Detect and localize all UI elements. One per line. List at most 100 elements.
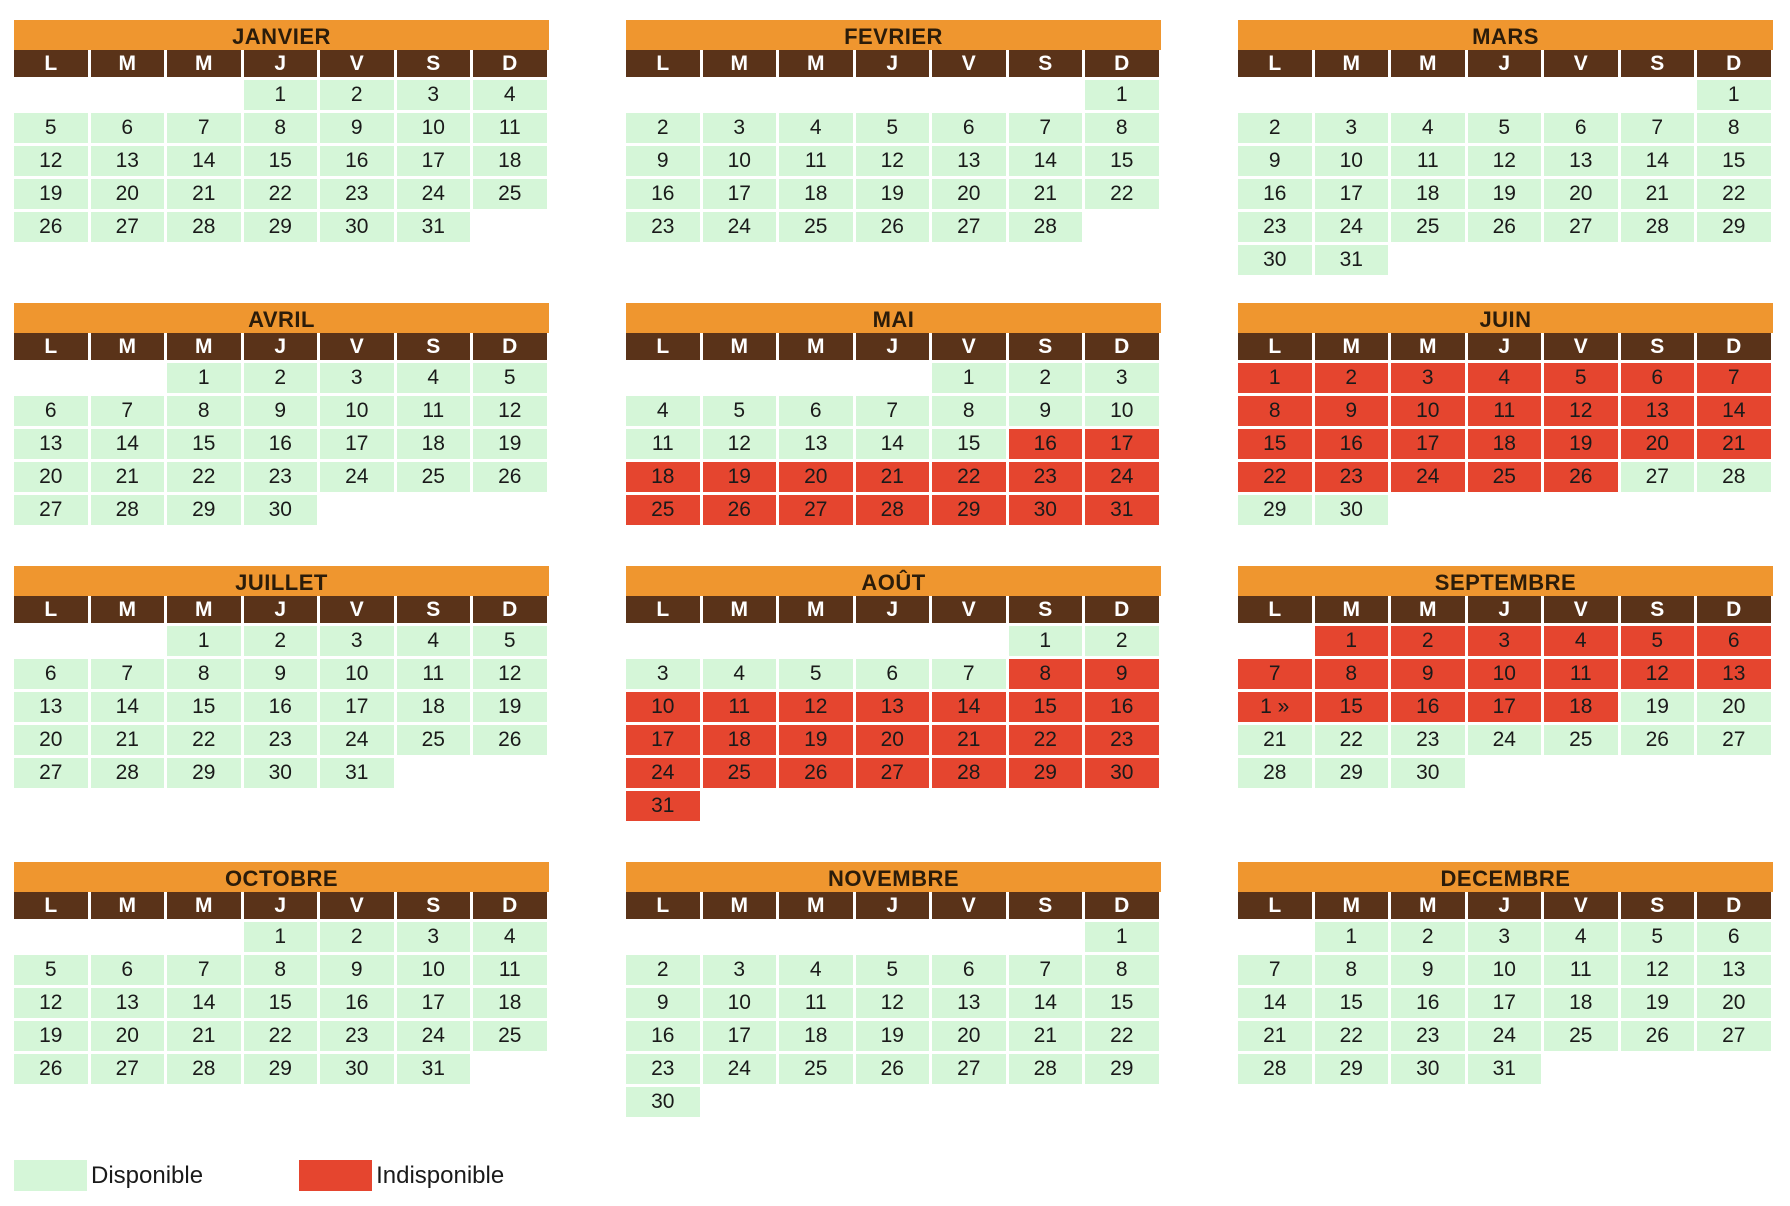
day-cell-available[interactable]: 6: [14, 659, 88, 689]
day-cell-available[interactable]: 13: [779, 429, 853, 459]
day-cell-unavailable[interactable]: 15: [1008, 692, 1082, 722]
day-cell-unavailable[interactable]: 19: [779, 725, 853, 755]
day-cell-available[interactable]: 27: [14, 495, 88, 525]
day-cell-available[interactable]: 30: [1238, 245, 1312, 275]
day-cell-available[interactable]: 25: [473, 1021, 547, 1051]
day-cell-available[interactable]: 2: [1391, 922, 1465, 952]
day-cell-available[interactable]: 24: [1467, 1021, 1541, 1051]
day-cell-available[interactable]: 13: [1544, 146, 1618, 176]
day-cell-unavailable[interactable]: 11: [1467, 396, 1541, 426]
day-cell-available[interactable]: 9: [626, 146, 700, 176]
day-cell-unavailable[interactable]: 21: [1697, 429, 1771, 459]
day-cell-available[interactable]: 8: [1085, 113, 1159, 143]
day-cell-available[interactable]: 7: [932, 659, 1006, 689]
day-cell-available[interactable]: 12: [473, 659, 547, 689]
day-cell-available[interactable]: 6: [779, 396, 853, 426]
day-cell-unavailable[interactable]: 27: [779, 495, 853, 525]
day-cell-available[interactable]: 18: [396, 692, 470, 722]
day-cell-available[interactable]: 29: [1085, 1054, 1159, 1084]
day-cell-available[interactable]: 25: [473, 179, 547, 209]
day-cell-unavailable[interactable]: 14: [932, 692, 1006, 722]
day-cell-unavailable[interactable]: 22: [1008, 725, 1082, 755]
day-cell-available[interactable]: 27: [932, 212, 1006, 242]
day-cell-unavailable[interactable]: 19: [702, 462, 776, 492]
day-cell-available[interactable]: 28: [1238, 758, 1312, 788]
day-cell-available[interactable]: 11: [626, 429, 700, 459]
day-cell-unavailable[interactable]: 14: [1697, 396, 1771, 426]
day-cell-available[interactable]: 2: [626, 113, 700, 143]
day-cell-available[interactable]: 29: [1238, 495, 1312, 525]
day-cell-unavailable[interactable]: 4: [1544, 626, 1618, 656]
day-cell-unavailable[interactable]: 17: [626, 725, 700, 755]
day-cell-available[interactable]: 26: [14, 212, 88, 242]
day-cell-available[interactable]: 10: [1467, 955, 1541, 985]
day-cell-available[interactable]: 11: [396, 659, 470, 689]
day-cell-available[interactable]: 2: [320, 80, 394, 110]
day-cell-available[interactable]: 28: [167, 1054, 241, 1084]
day-cell-available[interactable]: 17: [396, 988, 470, 1018]
day-cell-unavailable[interactable]: 13: [855, 692, 929, 722]
day-cell-unavailable[interactable]: 20: [779, 462, 853, 492]
day-cell-available[interactable]: 28: [90, 758, 164, 788]
day-cell-available[interactable]: 19: [855, 1021, 929, 1051]
day-cell-available[interactable]: 23: [320, 179, 394, 209]
day-cell-available[interactable]: 7: [167, 955, 241, 985]
day-cell-unavailable[interactable]: 27: [855, 758, 929, 788]
day-cell-available[interactable]: 12: [14, 146, 88, 176]
day-cell-available[interactable]: 12: [1467, 146, 1541, 176]
day-cell-available[interactable]: 6: [1544, 113, 1618, 143]
day-cell-available[interactable]: 25: [779, 212, 853, 242]
day-cell-available[interactable]: 2: [1238, 113, 1312, 143]
day-cell-available[interactable]: 4: [473, 922, 547, 952]
day-cell-available[interactable]: 23: [243, 725, 317, 755]
day-cell-available[interactable]: 8: [1085, 955, 1159, 985]
day-cell-available[interactable]: 26: [14, 1054, 88, 1084]
day-cell-unavailable[interactable]: 16: [1391, 692, 1465, 722]
day-cell-available[interactable]: 6: [90, 113, 164, 143]
day-cell-available[interactable]: 5: [14, 955, 88, 985]
day-cell-available[interactable]: 20: [932, 1021, 1006, 1051]
day-cell-unavailable[interactable]: 17: [1085, 429, 1159, 459]
day-cell-unavailable[interactable]: 25: [626, 495, 700, 525]
day-cell-available[interactable]: 9: [1238, 146, 1312, 176]
day-cell-available[interactable]: 19: [1620, 988, 1694, 1018]
day-cell-unavailable[interactable]: 22: [932, 462, 1006, 492]
day-cell-available[interactable]: 15: [243, 988, 317, 1018]
day-cell-available[interactable]: 2: [1008, 363, 1082, 393]
day-cell-available[interactable]: 21: [1008, 1021, 1082, 1051]
day-cell-available[interactable]: 28: [1238, 1054, 1312, 1084]
day-cell-unavailable[interactable]: 26: [1544, 462, 1618, 492]
day-cell-available[interactable]: 4: [1544, 922, 1618, 952]
day-cell-available[interactable]: 21: [167, 179, 241, 209]
day-cell-available[interactable]: 25: [396, 725, 470, 755]
day-cell-available[interactable]: 25: [396, 462, 470, 492]
day-cell-available[interactable]: 16: [1238, 179, 1312, 209]
day-cell-unavailable[interactable]: 3: [1467, 626, 1541, 656]
day-cell-unavailable[interactable]: 12: [1620, 659, 1694, 689]
day-cell-available[interactable]: 2: [243, 363, 317, 393]
day-cell-unavailable[interactable]: 28: [932, 758, 1006, 788]
day-cell-available[interactable]: 26: [1467, 212, 1541, 242]
day-cell-available[interactable]: 24: [396, 179, 470, 209]
day-cell-unavailable[interactable]: 24: [1085, 462, 1159, 492]
day-cell-unavailable[interactable]: 21: [855, 462, 929, 492]
day-cell-available[interactable]: 17: [320, 692, 394, 722]
day-cell-unavailable[interactable]: 22: [1238, 462, 1312, 492]
day-cell-available[interactable]: 28: [1620, 212, 1694, 242]
day-cell-available[interactable]: 5: [855, 955, 929, 985]
day-cell-available[interactable]: 3: [320, 626, 394, 656]
day-cell-available[interactable]: 9: [243, 396, 317, 426]
day-cell-available[interactable]: 5: [702, 396, 776, 426]
day-cell-unavailable[interactable]: 10: [1391, 396, 1465, 426]
day-cell-unavailable[interactable]: 1: [1314, 626, 1388, 656]
day-cell-available[interactable]: 27: [1620, 462, 1694, 492]
day-cell-available[interactable]: 14: [1008, 988, 1082, 1018]
day-cell-available[interactable]: 29: [1314, 1054, 1388, 1084]
day-cell-available[interactable]: 13: [1697, 955, 1771, 985]
day-cell-unavailable[interactable]: 11: [702, 692, 776, 722]
day-cell-available[interactable]: 30: [1391, 758, 1465, 788]
day-cell-available[interactable]: 7: [1008, 113, 1082, 143]
day-cell-available[interactable]: 18: [473, 146, 547, 176]
day-cell-available[interactable]: 8: [1314, 955, 1388, 985]
day-cell-available[interactable]: 15: [243, 146, 317, 176]
